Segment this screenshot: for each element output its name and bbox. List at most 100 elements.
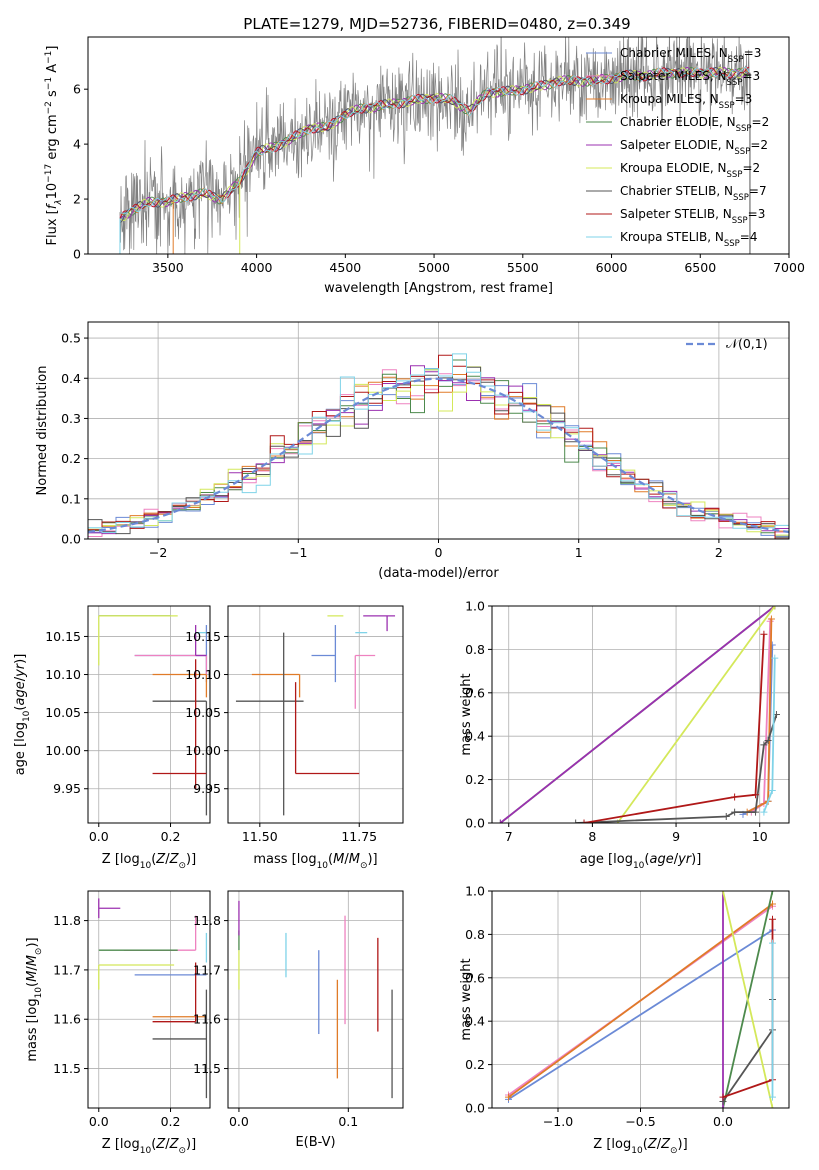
cumulative-marker bbox=[769, 1093, 776, 1101]
x-tick-label: 0 bbox=[435, 545, 443, 560]
x-tick-label: 6500 bbox=[684, 260, 716, 275]
axes-frame bbox=[491, 605, 790, 824]
errorbar-0 bbox=[311, 625, 337, 683]
legend-label-3: Chabrier ELODIE, NSSP=2 bbox=[620, 115, 769, 134]
cumulative-line-6 bbox=[722, 999, 774, 1103]
y-tick-label: 0.2 bbox=[465, 1057, 485, 1072]
plot-area bbox=[238, 900, 393, 1099]
y-tick-label: 10.05 bbox=[45, 705, 81, 720]
x-tick-label: 3500 bbox=[152, 260, 184, 275]
model-spectrum-6 bbox=[119, 66, 750, 224]
figure-title: PLATE=1279, MJD=52736, FIBERID=0480, z=0… bbox=[243, 15, 630, 33]
y-tick-label: 10.10 bbox=[185, 667, 221, 682]
panel-cum_Z: −1.0 −0.5 0.0 0.0 0.2 0.4 0.6 0.8 1.0 Z [log10(Z/… bbox=[459, 884, 790, 1156]
errorbar-4 bbox=[194, 625, 207, 657]
y-tick-label: 0 bbox=[73, 247, 81, 262]
cumulative-marker bbox=[505, 1093, 512, 1101]
x-tick-label: 0.0 bbox=[713, 1114, 733, 1129]
errorbar-5 bbox=[98, 964, 175, 990]
plot-area bbox=[98, 898, 208, 1099]
cumulative-marker bbox=[769, 1104, 776, 1108]
legend-label-8: Kroupa STELIB, NSSP=4 bbox=[620, 230, 758, 249]
cumulative-marker bbox=[719, 1104, 727, 1108]
cumulative-marker bbox=[572, 819, 580, 823]
x-tick-label: 9 bbox=[672, 829, 680, 844]
x-tick-label: 0.2 bbox=[161, 829, 181, 844]
errorbar-6 bbox=[235, 632, 304, 816]
y-tick-label: 9.95 bbox=[53, 781, 81, 796]
x-tick-label: 5000 bbox=[418, 260, 450, 275]
cumulative-marker bbox=[767, 615, 775, 623]
cumulative-marker bbox=[764, 737, 772, 745]
x-tick-label: 0.0 bbox=[89, 829, 109, 844]
y-tick-label: 10.15 bbox=[45, 629, 81, 644]
cumulative-marker bbox=[719, 891, 727, 895]
cumulative-line-1 bbox=[750, 621, 772, 813]
legend-label-normal: 𝒩(0,1) bbox=[726, 336, 768, 351]
cumulative-marker bbox=[769, 939, 776, 947]
plot-area bbox=[98, 615, 208, 816]
axes-frame bbox=[227, 890, 404, 1109]
y-tick-label: 6 bbox=[73, 82, 81, 97]
cumulative-marker bbox=[771, 606, 779, 610]
y-tick-label: 11.7 bbox=[193, 962, 221, 977]
x-tick-label: −1.0 bbox=[543, 1114, 573, 1129]
x-tick-label: 10 bbox=[752, 829, 768, 844]
cumulative-marker bbox=[731, 793, 739, 801]
panel-spectrum: 3500 4000 4500 5000 5500 6000 6500 7000 0 2 4 6 Chab… bbox=[44, 36, 805, 296]
y-tick-label: 0.2 bbox=[465, 772, 485, 787]
normal-curve bbox=[88, 377, 789, 534]
x-axis-label: mass [log10(M/M⊙)] bbox=[253, 852, 377, 871]
y-tick-label: 10.00 bbox=[45, 743, 81, 758]
axes-frame bbox=[227, 605, 404, 824]
plot-area bbox=[505, 891, 776, 1108]
plot-area bbox=[119, 37, 751, 254]
residual-hist-8 bbox=[88, 353, 789, 533]
x-tick-label: 0.0 bbox=[89, 1114, 109, 1129]
model-spectrum-4 bbox=[119, 66, 750, 220]
y-tick-label: 0.4 bbox=[465, 1014, 485, 1029]
y-tick-label: 11.6 bbox=[53, 1012, 81, 1027]
y-tick-label: 0.1 bbox=[61, 491, 81, 506]
y-tick-label: 0.8 bbox=[465, 927, 485, 942]
axes-frame bbox=[87, 890, 211, 1109]
y-tick-label: 10.00 bbox=[185, 743, 221, 758]
cumulative-marker bbox=[731, 808, 739, 816]
cumulative-marker bbox=[580, 819, 588, 823]
legend: Chabrier MILES, NSSP=3 Salpeter MILES, NS… bbox=[586, 46, 769, 249]
cumulative-line-2 bbox=[507, 903, 774, 1098]
plot-area bbox=[235, 615, 396, 816]
cumulative-marker bbox=[760, 808, 768, 816]
y-tick-label: 0.0 bbox=[61, 532, 81, 547]
x-axis-label: E(B-V) bbox=[295, 1135, 335, 1150]
errorbar-7 bbox=[152, 659, 207, 789]
x-axis-label: Z [log10(Z/Z⊙)] bbox=[593, 1137, 687, 1156]
panel-mass_vs_Z: 0.0 0.2 11.5 11.6 11.7 11.8 Z [log10(Z/Z⊙)] mas… bbox=[25, 890, 211, 1156]
panel-residuals: −2 −1 0 1 2 0.0 0.1 0.2 0.3 0.4 0.5 𝒩(0,1) (data-mod… bbox=[35, 321, 790, 581]
cumulative-marker bbox=[769, 891, 776, 895]
legend-label-0: Chabrier MILES, NSSP=3 bbox=[620, 46, 761, 65]
panel-cum_age: 7 8 9 10 0.0 0.2 0.4 0.6 0.8 1.0 age [log10(age/yr… bbox=[459, 599, 790, 871]
axes-frame bbox=[87, 605, 211, 824]
x-tick-label: 7000 bbox=[773, 260, 805, 275]
axes-frame bbox=[87, 36, 790, 255]
legend-label-5: Kroupa ELODIE, NSSP=2 bbox=[620, 161, 760, 180]
y-axis-label: mass weight bbox=[459, 958, 474, 1040]
cumulative-line-7 bbox=[583, 634, 765, 823]
y-tick-label: 10.10 bbox=[45, 667, 81, 682]
y-axis-label: age [log10(age/yr)] bbox=[13, 654, 32, 776]
y-tick-label: 10.15 bbox=[185, 629, 221, 644]
panel-age_vs_mass: 11.50 11.75 9.95 10.00 10.05 10.10 10.15 mass [… bbox=[185, 605, 404, 871]
legend-label-2: Kroupa MILES, NSSP=3 bbox=[620, 92, 752, 111]
legend-label-1: Salpeter MILES, NSSP=3 bbox=[620, 69, 760, 88]
y-tick-label: 4 bbox=[73, 137, 81, 152]
panel-age_vs_Z: 0.0 0.2 9.95 10.00 10.05 10.10 10.15 Z [log10(Z… bbox=[13, 605, 211, 871]
legend-label-4: Salpeter ELODIE, NSSP=2 bbox=[620, 138, 768, 157]
y-tick-label: 0.0 bbox=[465, 1101, 485, 1116]
legend-label-6: Chabrier STELIB, NSSP=7 bbox=[620, 184, 767, 203]
y-tick-label: 11.5 bbox=[193, 1061, 221, 1076]
cumulative-marker bbox=[771, 654, 779, 662]
cumulative-marker bbox=[752, 808, 760, 816]
y-tick-label: 1.0 bbox=[465, 884, 485, 899]
